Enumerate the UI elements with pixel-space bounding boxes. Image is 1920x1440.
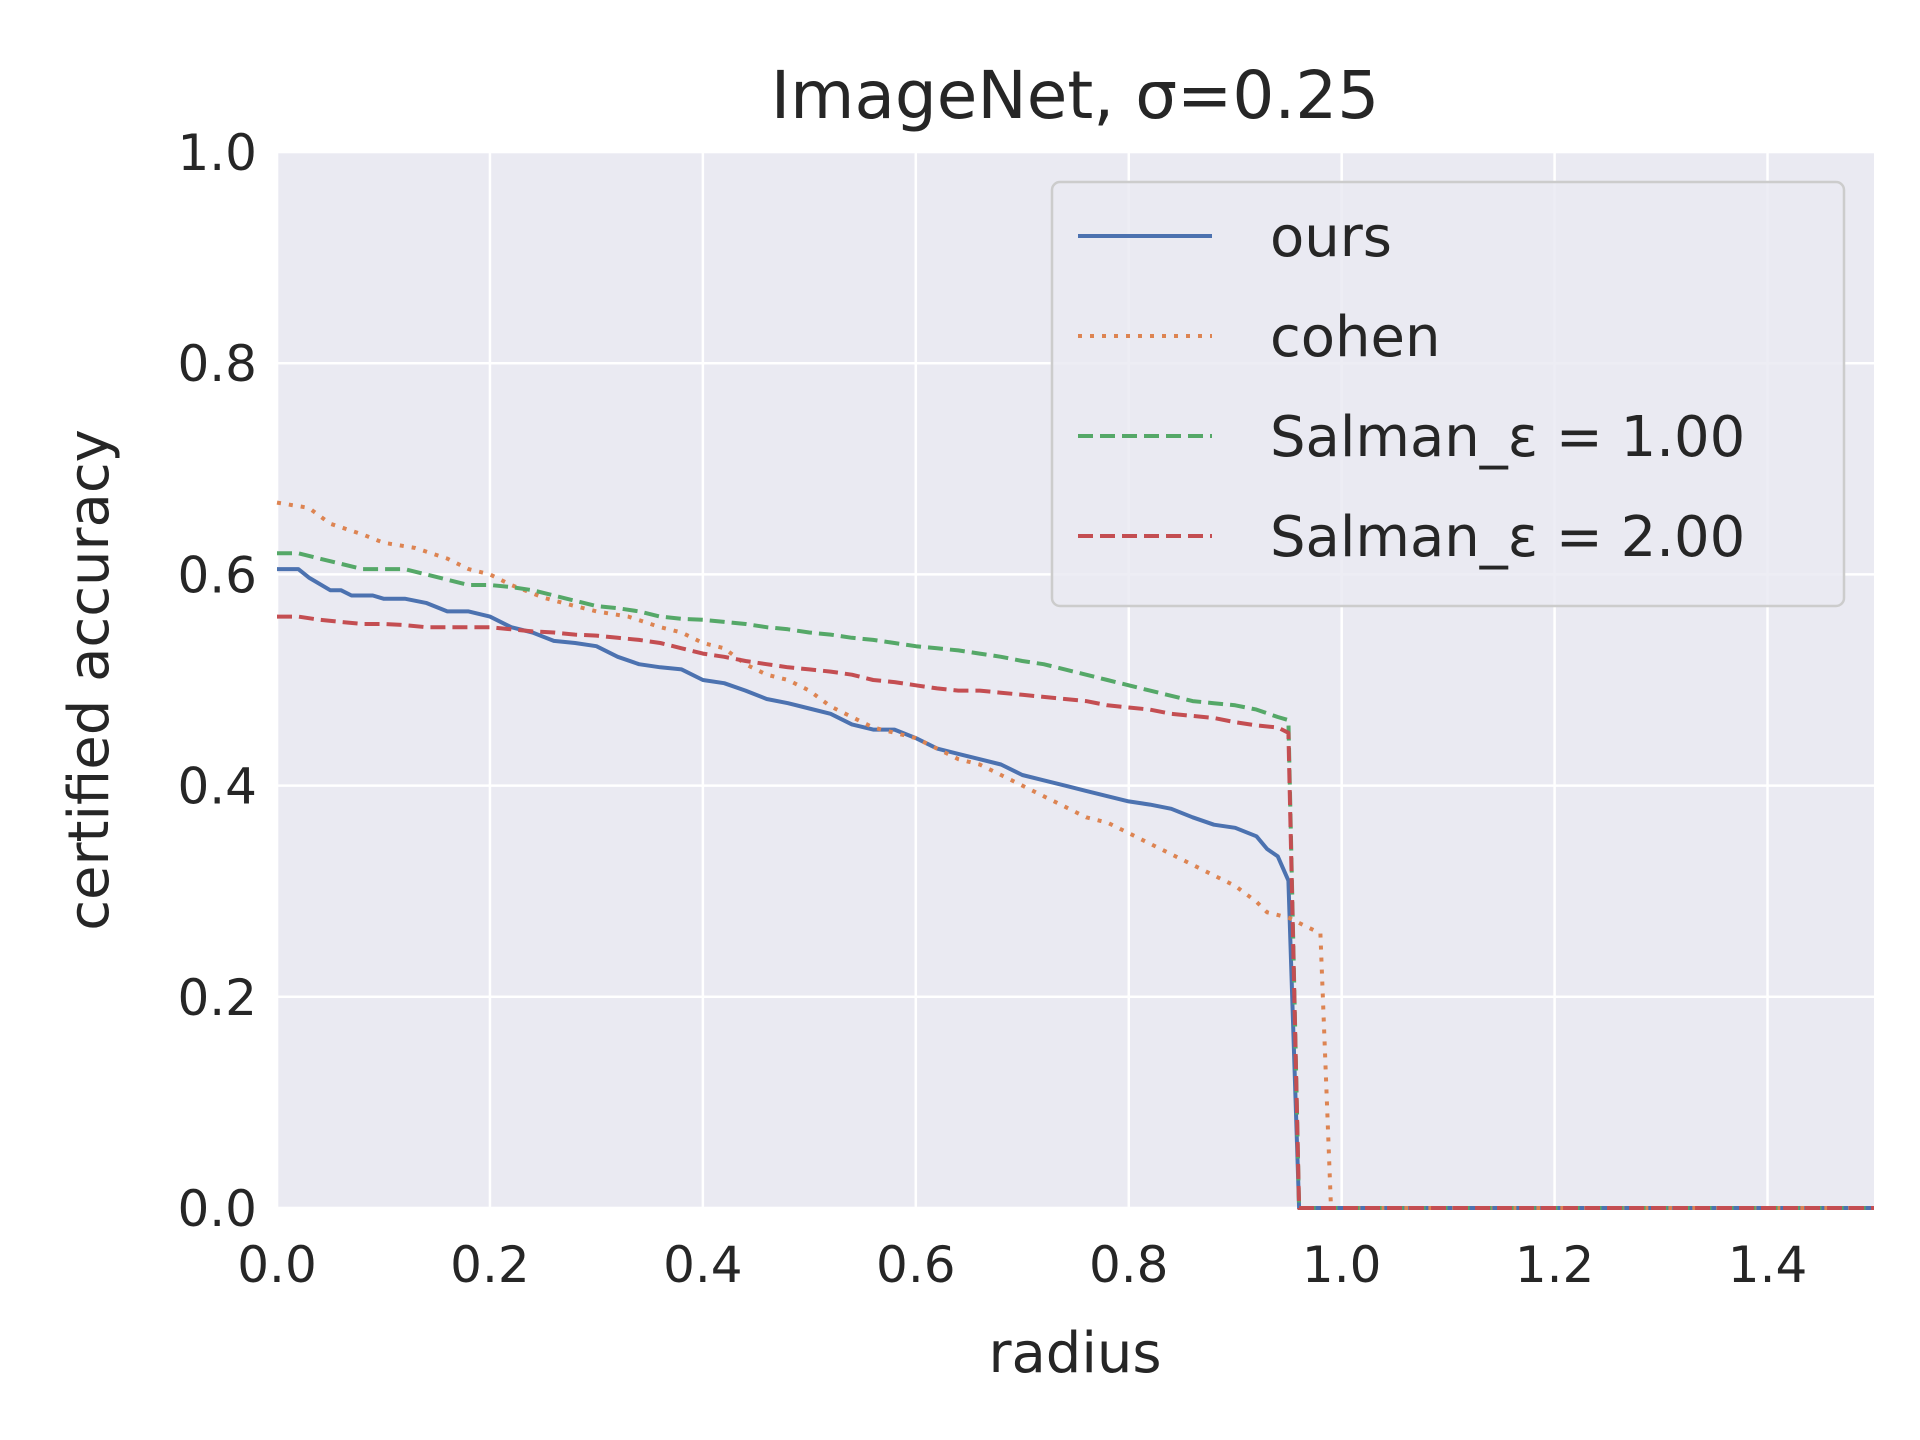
series-lines bbox=[276, 500, 1874, 1210]
x-tick-label: 1.0 bbox=[1302, 1236, 1382, 1294]
series-line-3 bbox=[277, 614, 1874, 1210]
y-tick-label: 0.4 bbox=[177, 758, 257, 816]
legend-box bbox=[1050, 180, 1846, 608]
y-tick-label: 0.6 bbox=[177, 546, 257, 604]
y-tick-label: 0.8 bbox=[177, 335, 257, 393]
legend-label-0: ours bbox=[1270, 205, 1392, 270]
legend-label-2: Salman_ε = 1.00 bbox=[1270, 405, 1745, 470]
x-tick-label: 1.4 bbox=[1728, 1236, 1808, 1294]
series-line-0 bbox=[277, 567, 1874, 1210]
x-axis-ticks: 0.0 0.2 0.4 0.6 0.8 1.0 1.2 1.4 bbox=[237, 1236, 1807, 1294]
y-axis-ticks: 0.0 0.2 0.4 0.6 0.8 1.0 bbox=[177, 124, 257, 1238]
x-tick-label: 1.2 bbox=[1515, 1236, 1595, 1294]
legend-label-1: cohen bbox=[1270, 305, 1441, 370]
y-tick-label: 0.2 bbox=[177, 969, 257, 1027]
y-tick-label: 0.0 bbox=[177, 1180, 257, 1238]
x-axis-label: radius bbox=[988, 1321, 1161, 1386]
x-tick-label: 0.6 bbox=[876, 1236, 956, 1294]
x-tick-label: 0.2 bbox=[450, 1236, 530, 1294]
y-axis-label: certified accuracy bbox=[57, 429, 122, 931]
chart-title: ImageNet, σ=0.25 bbox=[771, 57, 1380, 134]
y-tick-label: 1.0 bbox=[177, 124, 257, 182]
legend-entries: ours cohen Salman_ε = 1.00 Salman_ε = 2.00 bbox=[1078, 205, 1745, 570]
legend-label-3: Salman_ε = 2.00 bbox=[1270, 505, 1745, 570]
series-line-2 bbox=[277, 551, 1874, 1210]
x-tick-label: 0.0 bbox=[237, 1236, 317, 1294]
x-tick-label: 0.8 bbox=[1089, 1236, 1169, 1294]
legend: ours cohen Salman_ε = 1.00 Salman_ε = 2.00 bbox=[1050, 180, 1846, 608]
x-tick-label: 0.4 bbox=[663, 1236, 743, 1294]
